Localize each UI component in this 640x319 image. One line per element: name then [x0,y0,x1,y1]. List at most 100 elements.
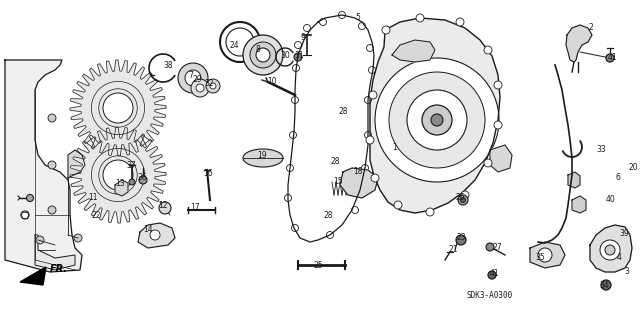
Circle shape [109,99,127,117]
Circle shape [538,248,552,262]
Text: 15: 15 [333,177,343,187]
Circle shape [484,159,492,167]
Text: 31: 31 [294,50,304,60]
Ellipse shape [243,149,283,167]
Circle shape [103,93,133,123]
Circle shape [422,105,452,135]
Text: 41: 41 [607,54,617,63]
Circle shape [159,202,171,214]
Text: 32: 32 [204,78,214,87]
Text: 23: 23 [456,234,466,242]
Circle shape [178,63,208,93]
Text: 21: 21 [448,246,458,255]
Circle shape [294,41,301,48]
Text: 40: 40 [606,196,616,204]
Circle shape [196,84,204,92]
Polygon shape [490,145,512,172]
Text: 35: 35 [535,253,545,262]
Polygon shape [568,172,580,188]
Circle shape [139,176,147,184]
Circle shape [366,136,374,144]
Circle shape [109,166,127,184]
Circle shape [319,19,326,26]
Circle shape [394,201,402,209]
Circle shape [185,70,201,86]
Text: 11: 11 [88,194,98,203]
Circle shape [36,236,44,244]
Text: 3: 3 [625,268,629,277]
Circle shape [456,235,466,245]
Circle shape [426,208,434,216]
Circle shape [389,72,485,168]
Circle shape [48,161,56,169]
Circle shape [326,232,333,239]
Text: 4: 4 [616,254,621,263]
Text: 28: 28 [330,158,340,167]
Circle shape [456,18,464,26]
Circle shape [365,97,371,103]
Text: 13: 13 [115,179,125,188]
Circle shape [351,206,358,213]
Polygon shape [370,18,500,213]
Circle shape [461,191,469,199]
Text: 27: 27 [492,242,502,251]
Polygon shape [138,223,175,248]
Text: 33: 33 [596,145,606,154]
Text: 25: 25 [313,261,323,270]
Circle shape [210,83,216,89]
Circle shape [287,165,294,172]
Text: 19: 19 [257,151,267,160]
Text: 22: 22 [92,211,100,219]
Circle shape [150,230,160,240]
Text: 7: 7 [189,71,193,80]
Circle shape [339,11,346,19]
Circle shape [358,23,365,29]
Circle shape [484,46,492,54]
Circle shape [129,179,135,185]
Text: 14: 14 [143,226,153,234]
Circle shape [191,79,209,97]
Text: 5: 5 [356,13,360,23]
Circle shape [431,114,443,126]
Circle shape [48,114,56,122]
Circle shape [21,211,29,219]
Circle shape [103,160,133,190]
Text: 10: 10 [267,78,277,86]
Circle shape [375,58,499,182]
Polygon shape [392,40,435,62]
Circle shape [285,195,291,202]
Polygon shape [5,60,82,272]
Text: SDK3-A0300: SDK3-A0300 [467,292,513,300]
Circle shape [601,280,611,290]
Text: 17: 17 [190,203,200,211]
Text: 24: 24 [229,41,239,49]
Circle shape [294,53,302,61]
Circle shape [416,14,424,22]
Circle shape [600,240,620,260]
Circle shape [605,245,615,255]
Text: 39: 39 [619,229,629,239]
Circle shape [382,26,390,34]
Text: 29: 29 [192,76,202,85]
Text: 41: 41 [489,269,499,278]
Circle shape [486,243,494,251]
Circle shape [243,35,283,75]
Text: 34: 34 [599,281,609,291]
Polygon shape [68,150,85,178]
Circle shape [461,197,465,203]
Text: FR.: FR. [50,264,68,274]
Polygon shape [20,267,46,285]
Circle shape [291,97,298,103]
Circle shape [494,81,502,89]
Circle shape [458,195,468,205]
Polygon shape [572,196,586,213]
Circle shape [488,271,496,279]
Polygon shape [566,25,592,62]
Text: 28: 28 [339,108,348,116]
Polygon shape [70,127,166,223]
Text: 26: 26 [455,192,465,202]
Text: 18: 18 [353,167,363,176]
Text: 20: 20 [628,164,638,173]
Text: 36: 36 [137,174,147,182]
Polygon shape [530,242,565,268]
